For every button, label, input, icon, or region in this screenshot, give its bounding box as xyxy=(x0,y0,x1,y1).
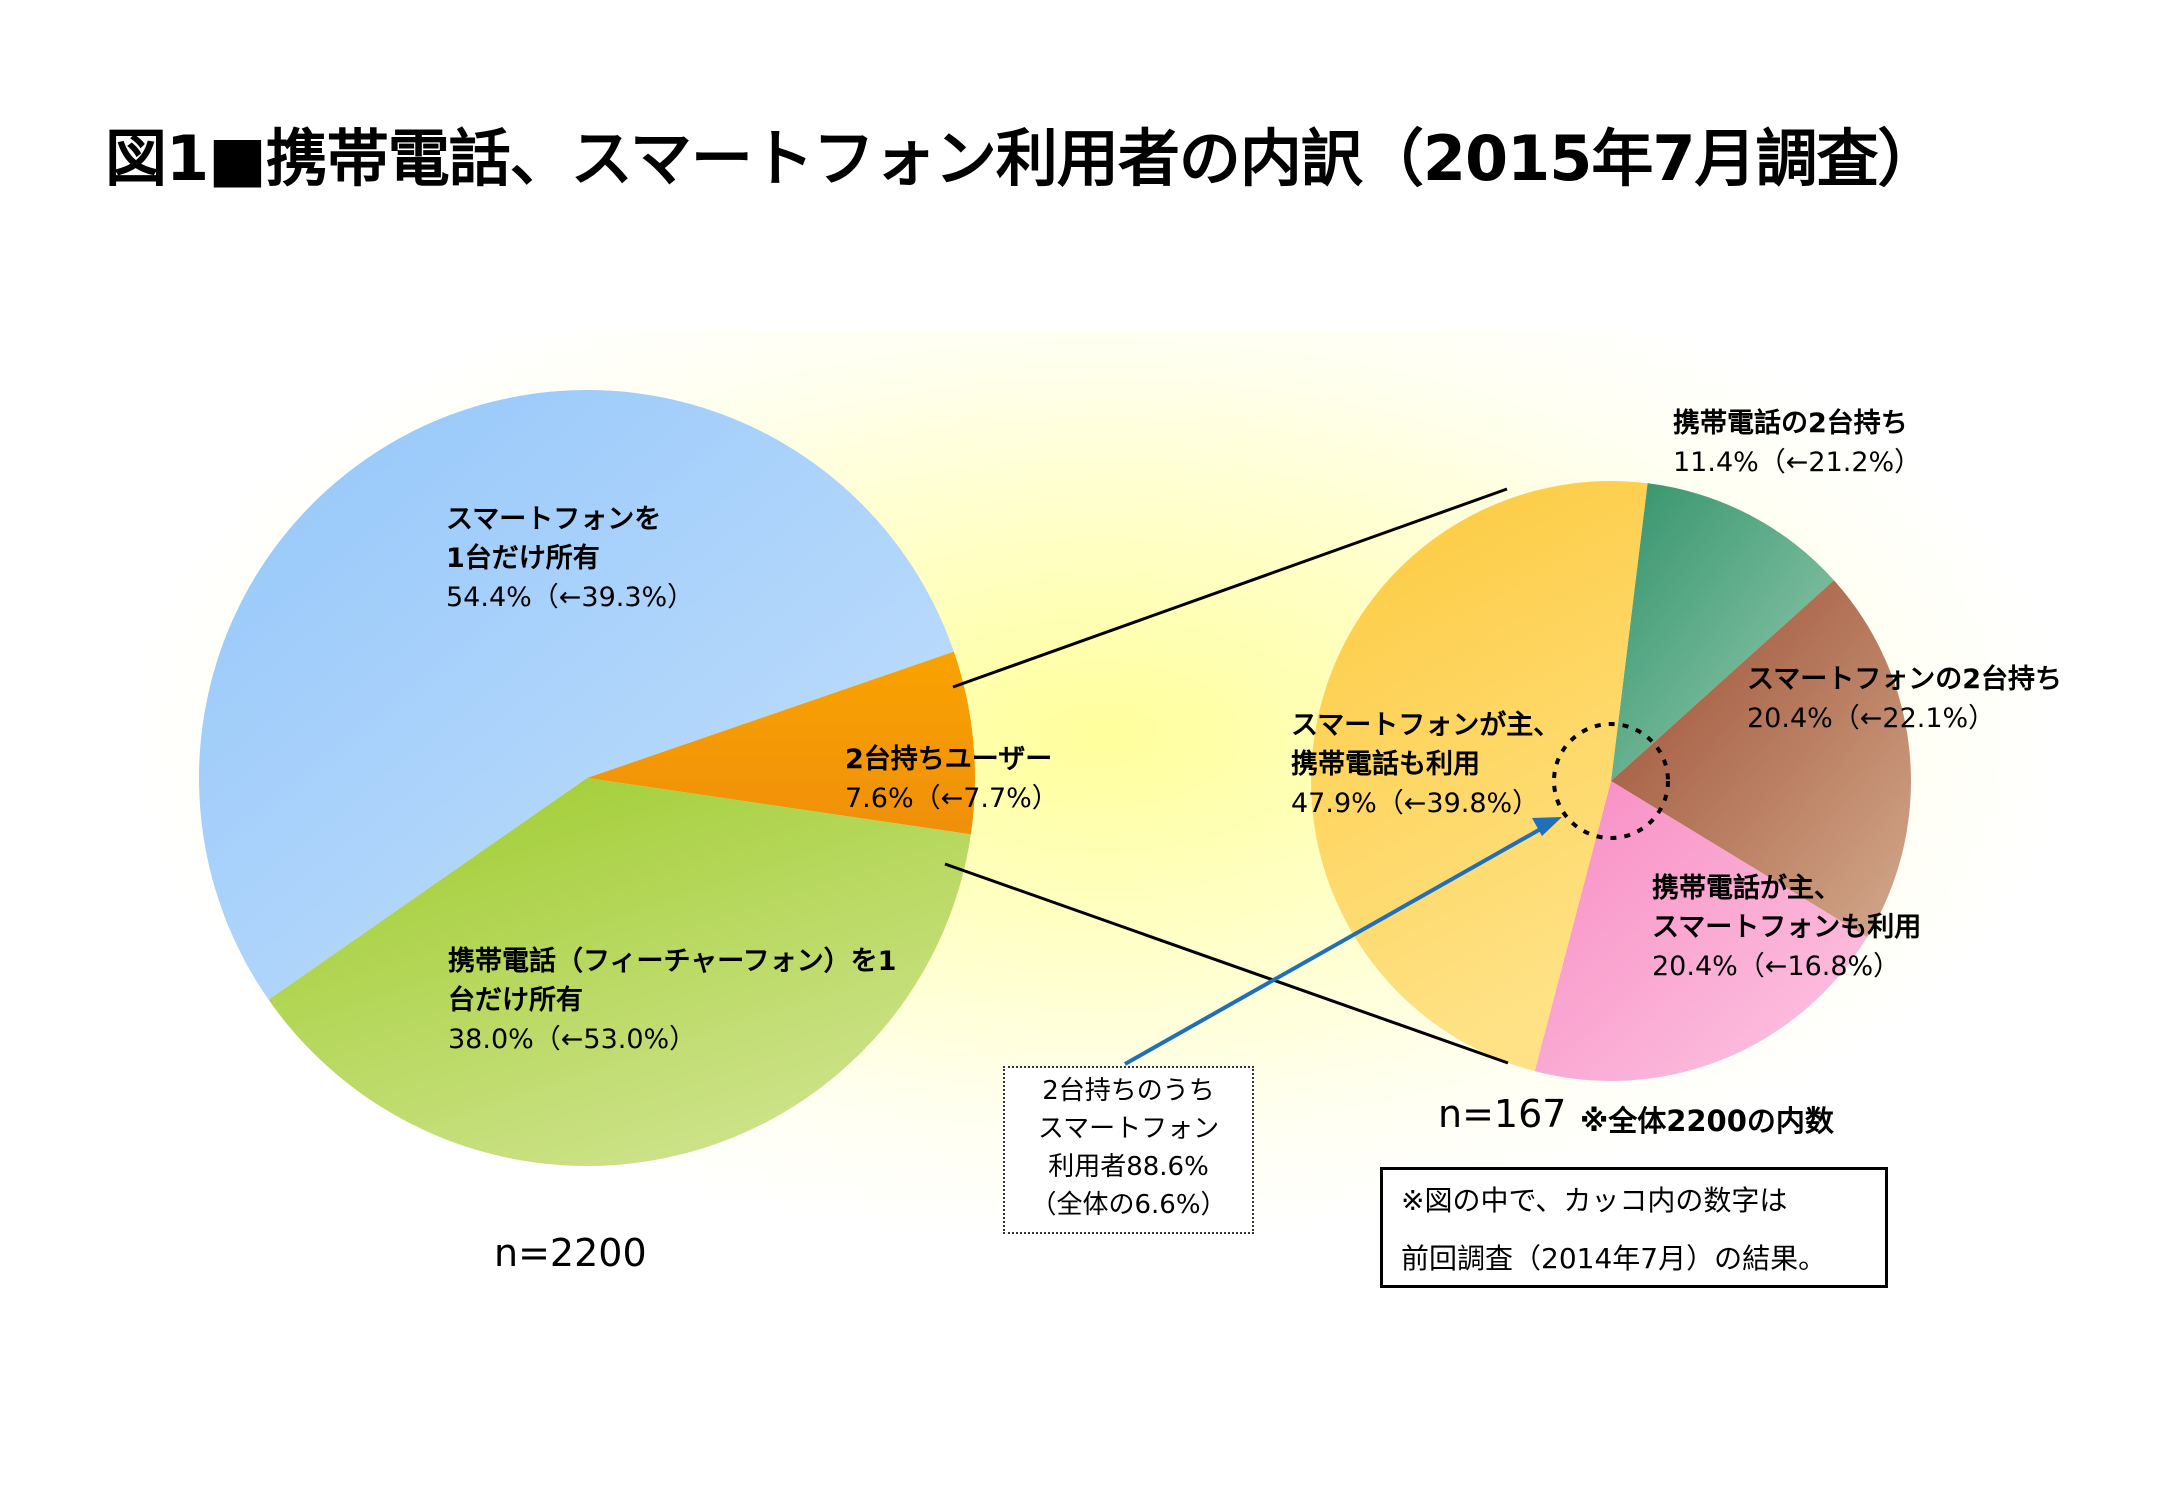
right-pie-n-label: n=167 xyxy=(1438,1092,1567,1136)
smartphone-users-highlight xyxy=(1552,722,1670,840)
pie-slice-smartphone-main xyxy=(1310,480,1648,1072)
slice-label-feature-phone-only: 携帯電話（フィーチャーフォン）を1 台だけ所有 38.0%（←53.0%） xyxy=(448,946,897,1055)
callout-arrowhead xyxy=(1532,817,1562,836)
pie-slice-feature-phone-only xyxy=(268,778,971,1166)
chart-title: 図1■携帯電話、スマートフォン利用者の内訳（2015年7月調査） xyxy=(105,122,1940,195)
slice-label-smartphone-only: スマートフォンを 1台だけ所有 54.4%（←39.3%） xyxy=(446,504,695,613)
pie-slice-smartphone-only xyxy=(198,389,954,1000)
connector-line-top xyxy=(952,487,1508,689)
pie-slice-dual-users xyxy=(587,651,975,835)
slice-label-two-feature-phones: 携帯電話の2台持ち 11.4%（←21.2%） xyxy=(1673,408,1922,478)
left-pie-n-label: n=2200 xyxy=(494,1231,647,1275)
pie-slice-two-feature-phones xyxy=(1611,483,1834,781)
slice-label-two-smartphones: スマートフォンの2台持ち 20.4%（←22.1%） xyxy=(1747,664,2062,734)
footnote-box: ※図の中で、カッコ内の数字は 前回調査（2014年7月）の結果。 xyxy=(1380,1167,1888,1288)
slice-label-feature-main: 携帯電話が主、 スマートフォンも利用 20.4%（←16.8%） xyxy=(1652,873,1922,982)
slice-label-dual-users: 2台持ちユーザー 7.6%（←7.7%） xyxy=(845,744,1059,814)
callout-box: 2台持ちのうち スマートフォン 利用者88.6% （全体の6.6%） xyxy=(1003,1066,1254,1234)
callout-arrow xyxy=(1124,820,1554,1066)
pie-slice-two-smartphones xyxy=(1611,580,1911,938)
slice-label-smartphone-main: スマートフォンが主、 携帯電話も利用 47.9%（←39.8%） xyxy=(1291,710,1561,819)
pie-slice-feature-main xyxy=(1534,781,1868,1081)
subset-note: ※全体2200の内数 xyxy=(1580,1104,1834,1138)
connector-line-bottom xyxy=(944,862,1509,1065)
